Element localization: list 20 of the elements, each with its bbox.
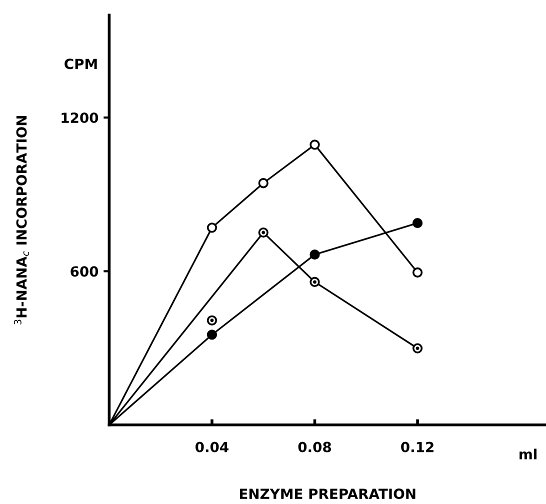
y-tick-label: 600 <box>70 266 98 277</box>
point <box>310 140 320 150</box>
text: CPM <box>64 58 97 70</box>
point <box>412 267 423 278</box>
point <box>310 276 320 288</box>
point <box>206 330 218 340</box>
point <box>206 222 218 233</box>
x-tick-label: 0.08 <box>298 442 332 452</box>
x-tick-label: 0.04 <box>196 442 228 452</box>
y-tick-label: 1200 <box>62 112 98 124</box>
point <box>258 227 268 238</box>
y-axis-title: $^{3}$H-NANA$_{c}$ INCORPORATION <box>14 116 29 324</box>
text: ml <box>520 448 536 460</box>
point <box>412 218 423 228</box>
point <box>412 343 423 354</box>
x-tick-label: 0.12 <box>401 442 434 452</box>
point <box>310 250 320 260</box>
point <box>258 178 268 188</box>
x-axis-title: ENZYME PREPARATION <box>240 488 416 500</box>
point <box>206 315 218 326</box>
